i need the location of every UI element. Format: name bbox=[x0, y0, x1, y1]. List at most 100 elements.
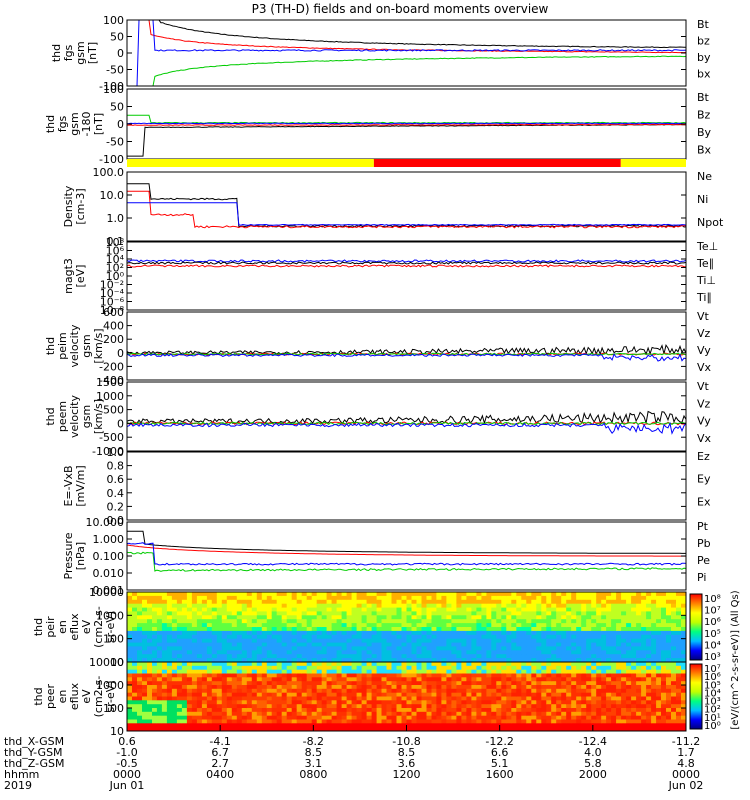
y-axis-label: sr-eV) bbox=[104, 680, 117, 712]
colorbar-tick: 10⁵ bbox=[704, 629, 721, 640]
y-axis-label: [cm-3] bbox=[74, 188, 87, 224]
y-tick-label: -1000 bbox=[92, 445, 124, 458]
legend-entry: Vy bbox=[697, 415, 711, 428]
colorbar bbox=[689, 593, 703, 661]
series-line bbox=[127, 530, 686, 554]
time-axis-value: 2.7 bbox=[211, 757, 229, 770]
y-axis-label: Pressure bbox=[62, 532, 75, 579]
y-tick-label: 10⁻⁴ bbox=[100, 287, 125, 300]
time-axis-value: 4.0 bbox=[584, 746, 602, 759]
series-line bbox=[127, 261, 686, 265]
y-tick-label: 10.0 bbox=[100, 189, 125, 202]
time-axis-value: 8.5 bbox=[398, 746, 416, 759]
time-axis-value: 5.8 bbox=[584, 757, 602, 770]
y-tick-label: 0.6 bbox=[107, 473, 125, 486]
legend-entry: Ne bbox=[697, 170, 712, 183]
legend-entry: Ni bbox=[697, 193, 708, 206]
time-axis-value: 1200 bbox=[393, 768, 421, 781]
colorbar-tick: 10⁷ bbox=[704, 606, 721, 617]
y-axis-label: en bbox=[56, 620, 69, 634]
y-axis-label: velocity bbox=[68, 324, 81, 367]
y-axis-label: thd bbox=[44, 115, 57, 133]
y-tick-label: 0.010 bbox=[93, 567, 125, 580]
legend-entry: Bt bbox=[697, 18, 710, 31]
time-axis-value: 6.7 bbox=[211, 746, 229, 759]
y-tick-label: -50 bbox=[106, 136, 124, 149]
y-tick-label: 50 bbox=[110, 101, 124, 114]
time-axis-value: -0.5 bbox=[116, 757, 137, 770]
y-axis-label: [nT] bbox=[86, 42, 99, 64]
time-axis-value: 0.6 bbox=[118, 735, 136, 748]
y-axis-label: (cm2-s- bbox=[92, 606, 105, 648]
legend-entry: Ti⊥ bbox=[696, 274, 716, 287]
y-axis-label: peir bbox=[44, 616, 57, 638]
y-tick-label: 0.001 bbox=[93, 584, 125, 597]
legend-entry: Pi bbox=[697, 571, 706, 584]
time-axis-value: 2000 bbox=[579, 768, 607, 781]
series-line bbox=[127, 551, 686, 572]
legend-entry: Te∥ bbox=[696, 257, 714, 270]
y-tick-label: 1000 bbox=[96, 609, 124, 622]
time-axis-value: 1.7 bbox=[677, 746, 695, 759]
time-axis-value: 0800 bbox=[299, 768, 327, 781]
legend-entry: Bz bbox=[697, 109, 711, 122]
colorbar-tick: 10⁴ bbox=[704, 688, 721, 699]
legend-entry: Te⊥ bbox=[696, 240, 718, 253]
y-axis-label: [km/s] bbox=[92, 328, 105, 363]
time-axis-value: 8.5 bbox=[305, 746, 323, 759]
series-line bbox=[127, 259, 686, 263]
y-tick-label: 0.2 bbox=[107, 500, 125, 513]
legend-entry: Ey bbox=[697, 473, 711, 486]
legend-entry: Vx bbox=[697, 432, 712, 445]
y-tick-label: 0.1 bbox=[107, 235, 125, 248]
y-tick-label: 10² bbox=[106, 262, 124, 275]
y-axis-label: thd bbox=[32, 618, 45, 636]
y-tick-label: 10 bbox=[110, 725, 124, 738]
panel-frame bbox=[126, 381, 687, 452]
colorbar-tick: 10⁶ bbox=[704, 617, 721, 628]
y-tick-label: 100 bbox=[103, 702, 124, 715]
time-axis-row-label: thd_Z-GSM bbox=[4, 757, 64, 770]
y-tick-label: 1000 bbox=[96, 679, 124, 692]
y-axis-label: gsm bbox=[68, 112, 81, 135]
y-tick-label: 0.100 bbox=[93, 550, 125, 563]
legend-entry: bz bbox=[697, 35, 710, 48]
panel-frame bbox=[126, 171, 687, 242]
y-tick-label: 10⁻² bbox=[100, 279, 124, 292]
time-axis-value: Jun 02 bbox=[668, 779, 704, 792]
series-line bbox=[127, 114, 686, 124]
colorbar-tick: 10¹ bbox=[704, 713, 721, 724]
y-tick-label: 1.0 bbox=[107, 446, 125, 459]
legend-entry: Vz bbox=[697, 327, 711, 340]
y-axis-label: peim bbox=[56, 332, 69, 360]
time-axis-value: 5.1 bbox=[491, 757, 509, 770]
time-axis-value: -12.2 bbox=[485, 735, 513, 748]
y-axis-label: thd bbox=[50, 44, 63, 62]
time-axis-value: 3.1 bbox=[305, 757, 323, 770]
series-line bbox=[127, 264, 686, 268]
y-axis-label: magt3 bbox=[62, 258, 75, 294]
series-line bbox=[127, 353, 686, 362]
legend-entry: bx bbox=[697, 68, 711, 81]
plot-title: P3 (TH-D) fields and on-board moments ov… bbox=[252, 2, 549, 16]
series-line bbox=[127, 542, 686, 566]
time-axis-value: -12.4 bbox=[579, 735, 607, 748]
mode-bar-segment bbox=[373, 159, 621, 167]
series-line bbox=[127, 410, 686, 425]
legend-entry: Pe bbox=[697, 554, 710, 567]
panel-frame bbox=[126, 19, 687, 87]
y-tick-label: -500 bbox=[99, 431, 124, 444]
time-axis-value: 3.6 bbox=[398, 757, 416, 770]
y-tick-label: -50 bbox=[106, 64, 124, 77]
y-tick-label: -100 bbox=[99, 153, 124, 166]
legend-entry: Vt bbox=[697, 380, 710, 393]
series-line bbox=[127, 421, 686, 435]
legend-entry: Ex bbox=[697, 495, 711, 508]
colorbar-label: [eV/(cm^2-s-sr-eV)] (All Qs) bbox=[730, 590, 741, 729]
series-line bbox=[127, 122, 686, 125]
y-tick-label: 10000 bbox=[89, 656, 124, 669]
legend-entry: Ti∥ bbox=[696, 291, 712, 304]
y-axis-label: [km/s] bbox=[92, 399, 105, 434]
legend-entry: Bx bbox=[697, 144, 712, 157]
